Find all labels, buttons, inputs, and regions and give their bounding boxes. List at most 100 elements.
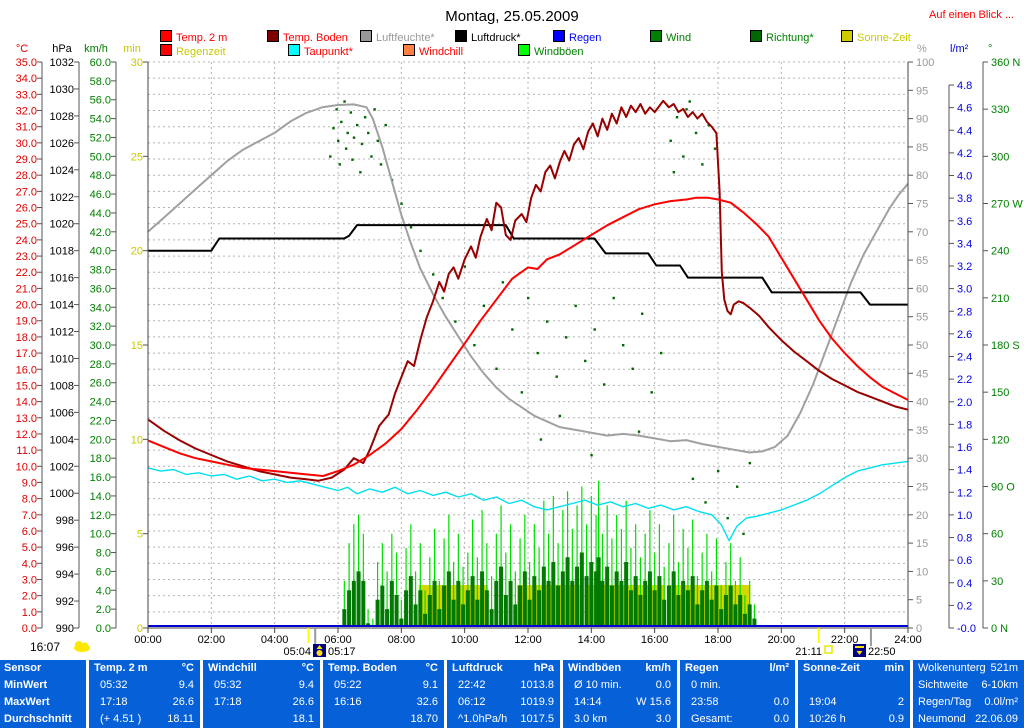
table-row: 3.0 km 3.0 xyxy=(563,711,677,728)
tick-label-pct: 40 xyxy=(916,397,928,409)
sensor-column-sonne-zeit: Sonne-Zeit min 19:04 2 10:26 h 0.9 xyxy=(798,660,910,728)
tick-label-tempC: 27.0 xyxy=(16,186,37,198)
tick-label-hpa: 1006 xyxy=(50,407,74,419)
wind-direction-dot xyxy=(527,296,530,300)
tick-label-kmh: 24.0 xyxy=(90,397,111,409)
tick-label-deg: 150 xyxy=(991,387,1009,399)
tick-label-lm2: 3.0 xyxy=(957,284,972,296)
tick-label-kmh: 48.0 xyxy=(90,170,111,182)
table-row: 19:04 2 xyxy=(798,694,910,711)
wind-direction-dot xyxy=(736,485,739,488)
axis-header-deg: ° xyxy=(988,43,992,55)
tick-label-lm2: 2.0 xyxy=(957,397,972,409)
tick-label-kmh: 6.0 xyxy=(96,566,111,578)
wind-direction-dot xyxy=(349,111,353,114)
tick-label-pct: 20 xyxy=(916,510,928,522)
tick-label-kmh: 4.0 xyxy=(96,585,111,597)
tick-label-kmh: 28.0 xyxy=(90,359,111,371)
tick-label-kmh: 10.0 xyxy=(90,529,111,541)
wind-direction-dot xyxy=(713,147,717,150)
table-cell-value: hPa xyxy=(533,662,554,674)
wind-direction-dot xyxy=(536,351,539,355)
tick-label-hpa: 994 xyxy=(56,569,74,581)
tick-label-hpa: 1010 xyxy=(50,353,74,365)
tick-label-min: 0 xyxy=(137,623,143,635)
wind-direction-dot xyxy=(593,328,596,331)
table-cell: 17:18 xyxy=(214,696,242,708)
sensor-summary-table: Sensor MinWert MaxWert Durchschnitt Temp. 2 … xyxy=(0,660,1024,728)
tick-label-pct: 60 xyxy=(916,283,928,295)
tick-label-kmh: 34.0 xyxy=(90,302,111,314)
table-row: (+ 4.51 ) 18.11 xyxy=(89,711,200,728)
legend-item-windb-en: Windböen xyxy=(518,44,584,58)
tick-label-tempC: 5.0 xyxy=(22,542,37,554)
wind-direction-dot xyxy=(370,155,373,158)
table-row: Gesamt: 0.0 xyxy=(680,711,795,728)
tick-label-lm2: 2.8 xyxy=(957,306,972,318)
x-tick-label: 08:00 xyxy=(388,634,416,646)
wind-direction-dot xyxy=(660,351,663,355)
table-row: 05:32 9.4 xyxy=(203,677,320,694)
sensor-column-regen: Regen l/m² 0 min. 23:58 0.0 Gesamt: 0.0 xyxy=(680,660,795,728)
tick-label-tempC: 9.0 xyxy=(22,477,37,489)
tick-label-pct: 55 xyxy=(916,312,928,324)
tick-label-tempC: 33.0 xyxy=(16,89,37,101)
tick-label-pct: 30 xyxy=(916,453,928,465)
x-tick-label: 00:00 xyxy=(134,634,162,646)
x-tick-label: 14:00 xyxy=(578,634,606,646)
info-column: Wolkenunterg 521m Sichtweite 6-10km Regen/Ta… xyxy=(913,660,1024,728)
wind-direction-dot xyxy=(748,461,752,465)
tick-label-kmh: 14.0 xyxy=(90,491,111,503)
table-cell: 06:12 xyxy=(458,696,486,708)
at-a-glance-link[interactable]: Auf einen Blick ... xyxy=(929,9,1014,21)
wind-direction-dot xyxy=(346,131,349,135)
table-cell-value: 1013.8 xyxy=(520,679,554,691)
tick-label-tempC: 34.0 xyxy=(16,73,37,85)
x-tick-label: 22:00 xyxy=(831,634,859,646)
table-cell-value: W 15.6 xyxy=(636,696,671,708)
sunrise-icon xyxy=(316,645,323,649)
table-cell xyxy=(803,677,809,694)
table-cell: Temp. 2 m xyxy=(94,662,148,674)
axis-header-lm2: l/m² xyxy=(950,43,969,55)
table-cell-value: 0.0 xyxy=(773,713,789,725)
tick-label-pct: 100 xyxy=(916,57,934,69)
tick-label-kmh: 0.0 xyxy=(96,623,111,635)
wind-direction-dot xyxy=(463,265,467,268)
sunset-icon xyxy=(856,651,863,655)
wind-direction-dot xyxy=(685,108,688,111)
wind-direction-dot xyxy=(558,414,562,418)
axis-header-tempC: °C xyxy=(16,43,28,55)
tick-label-deg: 60 xyxy=(991,529,1003,541)
tick-label-pct: 45 xyxy=(916,368,928,380)
legend-color-box xyxy=(650,30,662,42)
wind-direction-dot xyxy=(742,532,745,536)
legend-item-temp-2-m: Temp. 2 m xyxy=(160,30,227,44)
axis-header-hpa: hPa xyxy=(52,43,72,55)
wind-direction-dot xyxy=(555,375,558,378)
sensor-column-windb-en: Windböen km/h Ø 10 min. 0.0 14:14 W 15.6 3.0 k… xyxy=(563,660,677,728)
legend-item-temp-boden: Temp. Boden xyxy=(267,30,348,44)
tick-label-lm2: 0.6 xyxy=(957,555,972,567)
legend-color-box xyxy=(455,30,467,42)
tick-label-kmh: 58.0 xyxy=(90,76,111,88)
wind-direction-dot xyxy=(441,296,444,300)
legend-label: Regen xyxy=(569,32,602,44)
axis-header-min: min xyxy=(123,43,141,55)
weather-chart: °C 35.0 34.0 33.0 32.0 31.0 30.0 29.0 28.0 27.0 26… xyxy=(16,43,1024,658)
table-row: Temp. Boden °C xyxy=(323,660,444,677)
legend-item-luftdruck-: Luftdruck* xyxy=(455,30,521,44)
tick-label-deg: 120 xyxy=(991,434,1009,446)
wind-direction-dot xyxy=(682,155,685,158)
table-row: 06:12 1019.9 xyxy=(447,694,560,711)
tick-label-hpa: 1024 xyxy=(50,165,74,177)
table-row: Ø 10 min. 0.0 xyxy=(563,677,677,694)
moonset-time-label: 16:07 xyxy=(30,640,60,654)
series-luftdruck xyxy=(148,224,908,306)
tick-label-hpa: 996 xyxy=(56,542,74,554)
tick-label-tempC: 15.0 xyxy=(16,380,37,392)
wind-direction-dot xyxy=(432,273,435,276)
table-cell: 0 min. xyxy=(691,679,721,691)
tick-label-lm2: 1.8 xyxy=(957,419,972,431)
wind-direction-dot xyxy=(332,127,335,130)
